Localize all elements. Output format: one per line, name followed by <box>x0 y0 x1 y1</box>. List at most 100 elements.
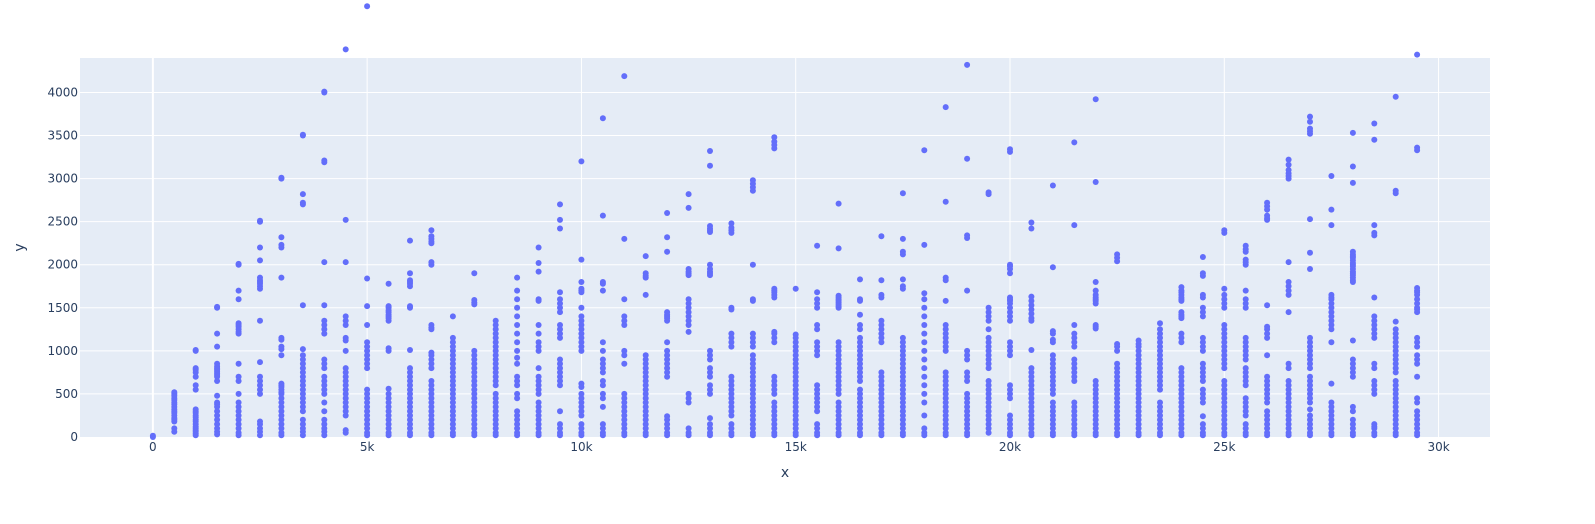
scatter-point <box>985 429 992 436</box>
scatter-point <box>1135 356 1142 363</box>
scatter-point <box>1221 378 1228 384</box>
scatter-point <box>1264 416 1271 423</box>
scatter-point <box>385 416 392 423</box>
scatter-point <box>1199 432 1206 439</box>
scatter-point <box>235 432 242 439</box>
scatter-point <box>1114 412 1121 419</box>
scatter-point <box>664 416 671 423</box>
scatter-point <box>1371 317 1378 324</box>
scatter-point <box>449 365 456 372</box>
scatter-point <box>514 416 521 423</box>
scatter-point <box>385 280 392 287</box>
scatter-point <box>1199 399 1206 406</box>
scatter-point <box>1199 254 1206 260</box>
scatter-point <box>1092 425 1099 432</box>
scatter-point <box>557 369 563 376</box>
scatter-point <box>192 432 199 439</box>
scatter-point <box>1199 378 1206 384</box>
scatter-point <box>214 330 221 337</box>
scatter-point <box>1157 373 1163 380</box>
scatter-point <box>1157 425 1163 432</box>
y-tick-label: 1500 <box>47 301 78 315</box>
scatter-point <box>385 317 392 324</box>
scatter-point <box>1178 365 1185 372</box>
scatter-point <box>1221 416 1228 423</box>
scatter-point <box>1049 425 1056 432</box>
scatter-point <box>621 425 628 432</box>
scatter-point <box>278 399 285 406</box>
scatter-point <box>599 287 606 294</box>
scatter-point <box>1349 179 1356 186</box>
scatter-point <box>771 386 778 393</box>
scatter-point <box>299 395 306 402</box>
scatter-point <box>578 343 585 350</box>
scatter-point <box>1178 421 1185 428</box>
scatter-point <box>471 365 478 372</box>
scatter-point <box>299 365 306 372</box>
scatter-point <box>1157 399 1163 406</box>
scatter-point <box>621 432 628 439</box>
y-tick-label: 2000 <box>47 258 78 272</box>
scatter-point <box>1414 425 1421 432</box>
scatter-point <box>1328 296 1335 303</box>
scatter-point <box>728 403 735 410</box>
scatter-point <box>407 373 413 380</box>
scatter-point <box>578 390 585 397</box>
scatter-point <box>278 346 285 353</box>
scatter-point <box>385 347 392 354</box>
scatter-point <box>1007 339 1013 346</box>
scatter-point <box>1135 425 1142 432</box>
scatter-point <box>428 352 435 359</box>
scatter-point <box>1328 408 1335 415</box>
scatter-point <box>964 416 971 423</box>
scatter-point <box>1414 395 1421 402</box>
scatter-point <box>557 408 563 415</box>
scatter-point <box>728 421 735 428</box>
scatter-point <box>857 425 863 432</box>
y-tick-label: 500 <box>55 387 78 401</box>
scatter-point <box>364 343 371 350</box>
scatter-point <box>1135 386 1142 393</box>
scatter-point <box>1392 421 1399 428</box>
scatter-point <box>1028 399 1035 406</box>
scatter-point <box>685 425 692 432</box>
scatter-point <box>899 235 906 242</box>
scatter-point <box>814 322 821 328</box>
scatter-point <box>857 276 863 283</box>
scatter-point <box>214 403 221 410</box>
scatter-point <box>364 360 371 367</box>
scatter-point <box>235 399 242 406</box>
scatter-point <box>921 304 928 311</box>
scatter-point <box>192 347 199 353</box>
scatter-point <box>1371 136 1378 143</box>
scatter-point <box>299 201 306 208</box>
scatter-point <box>492 317 499 324</box>
scatter-point <box>1092 279 1099 285</box>
scatter-point <box>1392 432 1399 439</box>
scatter-point <box>728 343 735 350</box>
scatter-point <box>1392 356 1399 363</box>
scatter-point <box>385 395 392 402</box>
scatter-point <box>642 412 649 419</box>
scatter-point <box>599 356 606 363</box>
scatter-point <box>257 378 263 384</box>
scatter-point <box>1285 399 1292 406</box>
scatter-point <box>407 395 413 402</box>
scatter-point <box>1135 421 1142 428</box>
scatter-point <box>1199 334 1206 341</box>
scatter-point <box>535 260 542 266</box>
scatter-point <box>449 399 456 406</box>
scatter-point <box>235 360 242 367</box>
scatter-point <box>428 408 435 415</box>
scatter-point <box>1221 356 1228 363</box>
scatter-point <box>1392 330 1399 337</box>
scatter-point <box>235 425 242 432</box>
scatter-point <box>621 399 628 406</box>
scatter-point <box>1371 294 1378 301</box>
scatter-point <box>1114 365 1121 372</box>
scatter-point <box>321 386 328 393</box>
scatter-point <box>342 46 349 53</box>
scatter-point <box>342 313 349 320</box>
scatter-point <box>257 217 263 224</box>
scatter-point <box>492 326 499 333</box>
